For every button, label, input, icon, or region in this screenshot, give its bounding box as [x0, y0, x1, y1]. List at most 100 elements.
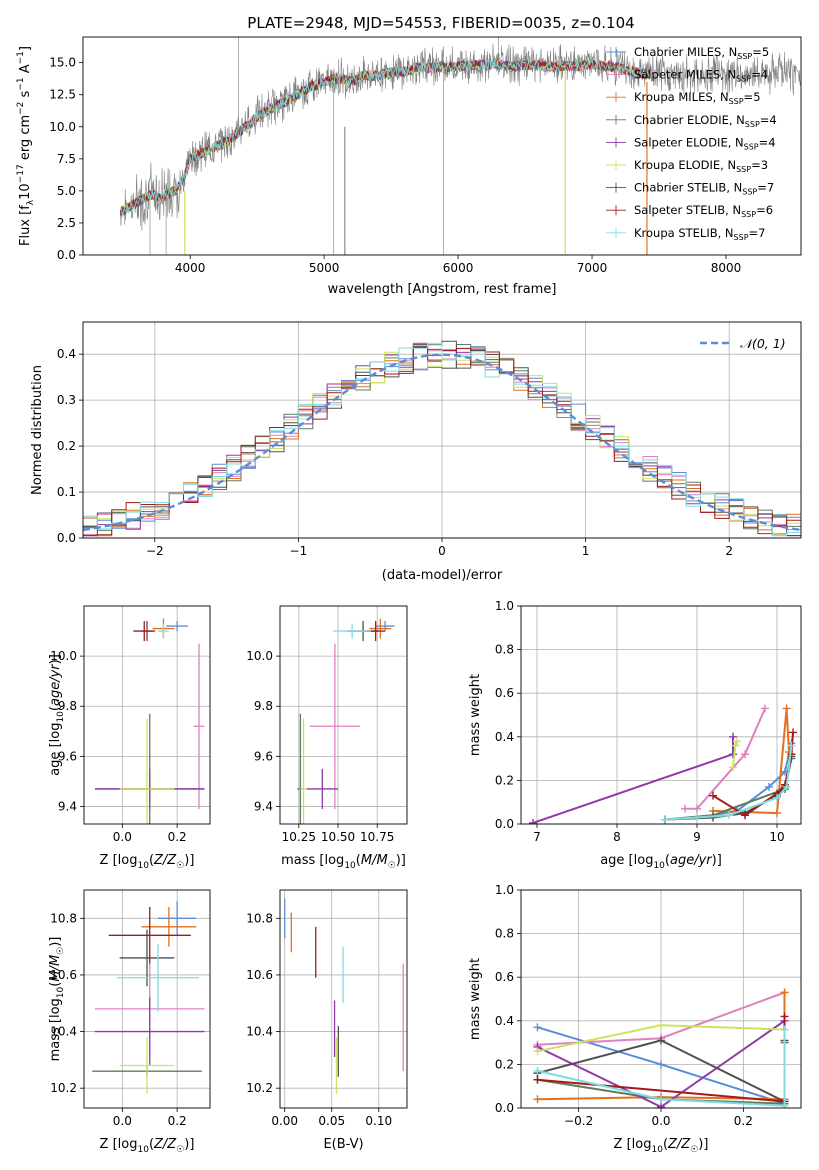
data-point: [725, 811, 733, 820]
y-axis-label: mass weight: [468, 674, 483, 756]
age-vs-mass-plot-area: [297, 618, 395, 824]
age-vs-mass-panel: 10.25 10.50 10.75 9.4 9.6 9.8 10.0 mass [log10(…: [246, 605, 408, 871]
y-axis-label: age [log10(age/yr)]: [48, 654, 66, 776]
data-point: [657, 1102, 665, 1108]
x-axis-label: Z [log10(Z/Z☉)]: [100, 1137, 195, 1155]
data-point: [693, 813, 701, 822]
data-point: [529, 818, 537, 824]
data-point: [741, 811, 749, 820]
y-tick-label: 1.0: [495, 883, 514, 897]
data-point: [780, 1012, 789, 1021]
axes-frame: [83, 889, 211, 1109]
axes-frame: [83, 605, 211, 825]
y-tick-label: 0.2: [495, 773, 514, 787]
data-point: [773, 809, 781, 818]
legend-label: 𝒩(0, 1): [740, 336, 786, 351]
y-tick-label: 10.0: [50, 649, 77, 663]
age-vs-z-panel: 0.0 0.2 9.4 9.6 9.8 10.0 Z [log10(Z/Z☉)] age [l…: [48, 605, 211, 871]
y-tick-label: 9.8: [58, 699, 77, 713]
legend-label: Kroupa ELODIE, NSSP=3: [634, 158, 768, 174]
data-point: [657, 1036, 665, 1045]
legend-label: Salpeter ELODIE, NSSP=4: [634, 135, 776, 151]
residuals-plot-area: [83, 340, 801, 537]
x-tick-label: 10: [769, 830, 784, 844]
y-tick-label: 1.0: [495, 599, 514, 613]
model-spectrum: [120, 59, 650, 217]
y-tick-label: 0.0: [57, 531, 76, 545]
data-point: [773, 793, 781, 802]
mass-weight-line: [664, 758, 793, 821]
legend-entry: Salpeter STELIB, NSSP=6: [606, 203, 773, 219]
data-point: [729, 732, 737, 741]
y-tick-label: 9.6: [254, 749, 273, 763]
legend-entry: Salpeter MILES, NSSP=4: [606, 68, 768, 84]
legend-entry: Chabrier ELODIE, NSSP=4: [606, 113, 777, 129]
data-point: [765, 782, 773, 791]
data-point: [533, 1095, 542, 1104]
axes-frame: [279, 605, 408, 825]
x-axis-label: Z [log10(Z/Z☉)]: [100, 853, 195, 871]
y-tick-label: 10.0: [49, 120, 76, 134]
legend-label: Chabrier MILES, NSSP=5: [634, 45, 769, 61]
data-point: [789, 728, 797, 737]
data-point: [681, 804, 689, 813]
mass-vs-z-plot-area: [92, 901, 205, 1094]
model-spectrum: [120, 59, 650, 217]
data-point: [533, 1023, 542, 1032]
x-axis-label: wavelength [Angstrom, rest frame]: [328, 282, 557, 297]
spectrum-panel: 4000 5000 6000 7000 8000 0.0 2.5 5.0 7.5 10.0 12.5…: [16, 36, 802, 297]
y-tick-label: 0.6: [495, 686, 514, 700]
data-point: [780, 1101, 789, 1108]
x-tick-label: 10.25: [282, 830, 316, 844]
legend-label: Chabrier ELODIE, NSSP=4: [634, 113, 777, 129]
y-tick-label: 0.8: [495, 927, 514, 941]
data-point: [533, 1047, 542, 1056]
model-spectrum: [120, 59, 650, 217]
x-axis-label: (data-model)/error: [382, 568, 503, 583]
y-tick-label: 9.4: [254, 799, 273, 813]
massweight-vs-age-panel: 7 8 9 10 0.0 0.2 0.4 0.6 0.8 1.0 age [log10(age/yr…: [468, 599, 802, 871]
x-tick-label: 10.50: [321, 830, 355, 844]
residuals-panel: −2 −1 0 1 2 0.0 0.1 0.2 0.3 0.4 (data-model)/error…: [30, 321, 802, 583]
x-tick-label: 0.0: [113, 1114, 132, 1128]
legend-entry: Chabrier MILES, NSSP=5: [606, 45, 769, 61]
data-point: [693, 804, 701, 813]
y-tick-label: 10.0: [246, 649, 273, 663]
x-tick-label: −1: [290, 544, 308, 558]
y-tick-label: 0.8: [495, 643, 514, 657]
data-point: [787, 741, 796, 750]
x-tick-label: 10.75: [360, 830, 394, 844]
massweight-vs-z-panel: −0.2 0.0 0.2 0.0 0.2 0.4 0.6 0.8 1.0 Z [log10(Z/Z…: [468, 883, 802, 1155]
y-tick-label: 0.3: [57, 393, 76, 407]
data-point: [741, 750, 749, 759]
data-point: [709, 791, 717, 800]
y-axis-label: Normed distribution: [30, 365, 45, 495]
y-tick-label: 10.2: [246, 1081, 273, 1095]
data-point: [657, 1095, 665, 1104]
y-tick-label: 0.6: [495, 970, 514, 984]
x-tick-label: 0.05: [318, 1114, 345, 1128]
y-tick-label: 10.8: [50, 911, 77, 925]
y-tick-label: 10.2: [50, 1081, 77, 1095]
y-axis-label: mass weight: [468, 958, 483, 1040]
figure-title: PLATE=2948, MJD=54553, FIBERID=0035, z=0…: [247, 14, 634, 32]
x-tick-label: 8000: [711, 261, 742, 275]
axes-frame: [279, 889, 408, 1109]
data-point: [733, 737, 741, 746]
model-spectrum: [120, 58, 650, 218]
legend-label: Salpeter STELIB, NSSP=6: [634, 203, 773, 219]
y-tick-label: 0.0: [495, 1101, 514, 1115]
legend-label: Salpeter MILES, NSSP=4: [634, 68, 768, 84]
legend-entry: Kroupa MILES, NSSP=5: [606, 90, 761, 106]
mass-weight-line: [664, 745, 793, 821]
y-tick-label: 0.2: [57, 439, 76, 453]
y-axis-label: mass [log10(M/M☉)]: [48, 937, 66, 1062]
x-axis-label: age [log10(age/yr)]: [600, 853, 722, 871]
massweight-vs-age-plot-area: [529, 704, 797, 824]
data-point: [780, 988, 789, 997]
x-axis-label: mass [log10(M/M☉)]: [281, 853, 406, 871]
data-point: [782, 782, 791, 791]
age-vs-z-plot-area: [94, 618, 205, 824]
x-tick-label: 6000: [443, 261, 474, 275]
